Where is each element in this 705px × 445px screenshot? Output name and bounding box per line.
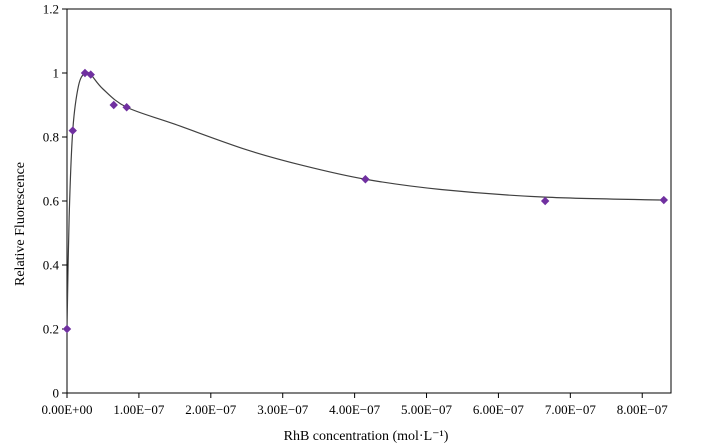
y-tick-label: 1 xyxy=(53,66,60,81)
plot-frame xyxy=(66,8,672,394)
data-point xyxy=(109,100,118,110)
plot-border xyxy=(66,8,672,394)
x-tick-label: 6.00E−07 xyxy=(473,402,525,417)
data-point xyxy=(540,196,550,206)
y-tick-label: 0.6 xyxy=(43,194,60,209)
y-tick-label: 0.2 xyxy=(43,322,59,337)
trendline xyxy=(66,71,664,330)
x-tick-label: 7.00E−07 xyxy=(545,402,597,417)
x-tick-label: 8.00E−07 xyxy=(617,402,669,417)
data-point xyxy=(361,175,370,184)
data-points-layer xyxy=(62,68,669,334)
data-point xyxy=(659,195,669,205)
y-tick-label: 0.4 xyxy=(43,258,60,273)
x-axis-title: RhB concentration (mol·L⁻¹) xyxy=(284,429,449,444)
y-tick-label: 0.8 xyxy=(43,130,59,145)
x-tick-label: 4.00E−07 xyxy=(329,402,381,417)
data-point xyxy=(80,68,90,78)
data-point xyxy=(122,103,131,112)
x-tick-label: 5.00E−07 xyxy=(401,402,453,417)
data-point xyxy=(68,126,77,135)
y-tick-label: 0 xyxy=(53,386,60,401)
x-axis: 0.00E+00 1.00E−07 2.00E−07 3.00E−07 4.00E−07… xyxy=(41,393,668,417)
data-point xyxy=(62,324,72,334)
y-axis-title: Relative Fluorescence xyxy=(13,162,28,286)
x-tick-label: 1.00E−07 xyxy=(113,402,165,417)
data-point xyxy=(86,70,95,79)
x-tick-label: 3.00E−07 xyxy=(257,402,309,417)
trendline-layer xyxy=(66,71,664,330)
x-tick-label: 2.00E−07 xyxy=(185,402,237,417)
y-tick-label: 1.2 xyxy=(43,2,59,17)
y-axis: 0 0.2 0.4 0.6 0.8 1 1.2 xyxy=(43,2,67,401)
x-tick-label: 0.00E+00 xyxy=(41,402,92,417)
